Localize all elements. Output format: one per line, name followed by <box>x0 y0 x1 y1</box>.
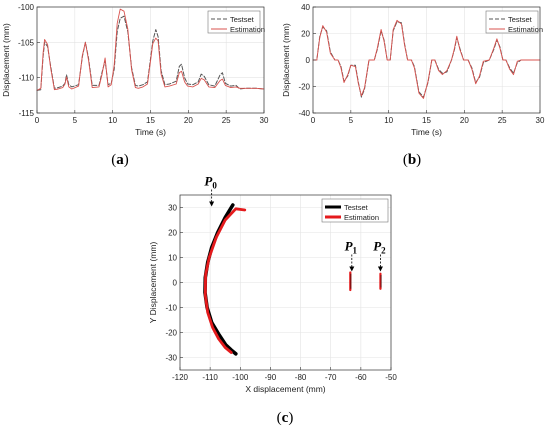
panel-b-legend-label-estimation: Estimation <box>508 25 543 34</box>
panel-a-xtick-label: 0 <box>35 116 40 125</box>
panel-b-xtick-label: 0 <box>311 116 316 125</box>
panel-b-ytick-label: -40 <box>298 109 310 118</box>
panel-a-chart: 0 5 10 15 20 25 30 -115 -110 -105 -100 Time (s) Disp… <box>1 3 269 137</box>
panel-a-series-estimation <box>36 8 265 91</box>
panel-c-ytick-label: 10 <box>168 254 177 263</box>
panel-a-legend-box <box>207 10 261 34</box>
panel-a-xtick-label: 25 <box>222 116 231 125</box>
panel-c-ytick-label: -20 <box>165 329 177 338</box>
panel-c-label: (c) <box>277 410 294 426</box>
panel-b-ytick-label: -20 <box>298 83 310 92</box>
panel-c-xtick-label: -100 <box>232 373 249 382</box>
panel-c-ytick-label: 20 <box>168 229 177 238</box>
panel-c-ytick-label: -10 <box>165 304 177 313</box>
panel-a-xtick-label: 30 <box>260 116 269 125</box>
panel-c-ytick-label: 30 <box>168 204 177 213</box>
panel-c-xtick-label: -90 <box>265 373 277 382</box>
panel-c-xtick-label: -50 <box>385 373 397 382</box>
panel-a-legend-label-testset: Testset <box>230 15 255 24</box>
panel-b-legend-label-testset: Testset <box>508 15 533 24</box>
panel-c-y-axis-label: Y Displacement (mm) <box>148 242 158 324</box>
panel-b-xtick-label: 5 <box>349 116 354 125</box>
panel-c-point-arrowhead-1 <box>349 266 355 272</box>
panel-a-ytick-label: -100 <box>18 3 35 12</box>
panel-c-xtick-label: -80 <box>295 373 307 382</box>
panel-a-label: (a) <box>111 152 129 168</box>
panel-c-point-label-0: P0 <box>204 174 217 191</box>
panel-a-ytick-label: -110 <box>19 74 35 83</box>
panel-a-xtick-label: 10 <box>108 116 117 125</box>
panel-b-xtick-label: 30 <box>536 116 545 125</box>
panel-a-y-axis-label: Displacement (mm) <box>1 23 11 97</box>
panel-b-xtick-label: 25 <box>498 116 507 125</box>
panel-c-series-estimation <box>203 207 247 354</box>
panel-a-ytick-label: -115 <box>19 109 35 118</box>
panel-c-xtick-label: -120 <box>172 373 189 382</box>
panel-b-y-axis-label: Displacement (mm) <box>281 23 291 97</box>
panel-c-ytick-label: 0 <box>173 279 178 288</box>
panel-b-chart: 0 5 10 15 20 25 30 -40 -20 0 20 40 Time (s) Displacem… <box>281 3 545 137</box>
panel-b-legend-box <box>485 10 539 34</box>
panel-a-xtick-label: 20 <box>184 116 193 125</box>
panel-c-point-arrowhead-0 <box>209 201 215 207</box>
panel-b-xtick-label: 20 <box>460 116 469 125</box>
panel-b-series-estimation <box>312 19 541 99</box>
panel-b-ytick-label: 20 <box>301 30 310 39</box>
panel-c-xtick-label: -70 <box>325 373 337 382</box>
panel-a-ytick-label: -105 <box>18 38 35 47</box>
panel-c-legend-label-testset: Testset <box>344 203 369 212</box>
panel-c-legend-label-estimation: Estimation <box>344 213 379 222</box>
panel-a-legend-label-estimation: Estimation <box>230 25 265 34</box>
panel-a-x-axis-label: Time (s) <box>135 127 166 137</box>
panel-c-x-axis-label: X displacement (mm) <box>245 384 325 394</box>
panel-b-x-axis-label: Time (s) <box>411 127 442 137</box>
panel-b-ytick-label: 0 <box>306 56 311 65</box>
panel-b-xtick-label: 15 <box>422 116 431 125</box>
panel-c-point-arrowhead-2 <box>377 266 383 272</box>
panel-a-xtick-label: 5 <box>73 116 78 125</box>
panel-b-xtick-label: 10 <box>384 116 393 125</box>
panel-c-xtick-label: -110 <box>202 373 218 382</box>
panel-c-chart: -120 -110 -100 -90 -80 -70 -60 -50-30-20-100102… <box>148 174 397 395</box>
panel-a-xtick-label: 15 <box>146 116 155 125</box>
panel-c-xtick-label: -60 <box>355 373 367 382</box>
panel-c-ytick-label: -30 <box>165 354 177 363</box>
panel-b-ytick-label: 40 <box>301 3 310 12</box>
panel-b-label: (b) <box>403 152 421 168</box>
